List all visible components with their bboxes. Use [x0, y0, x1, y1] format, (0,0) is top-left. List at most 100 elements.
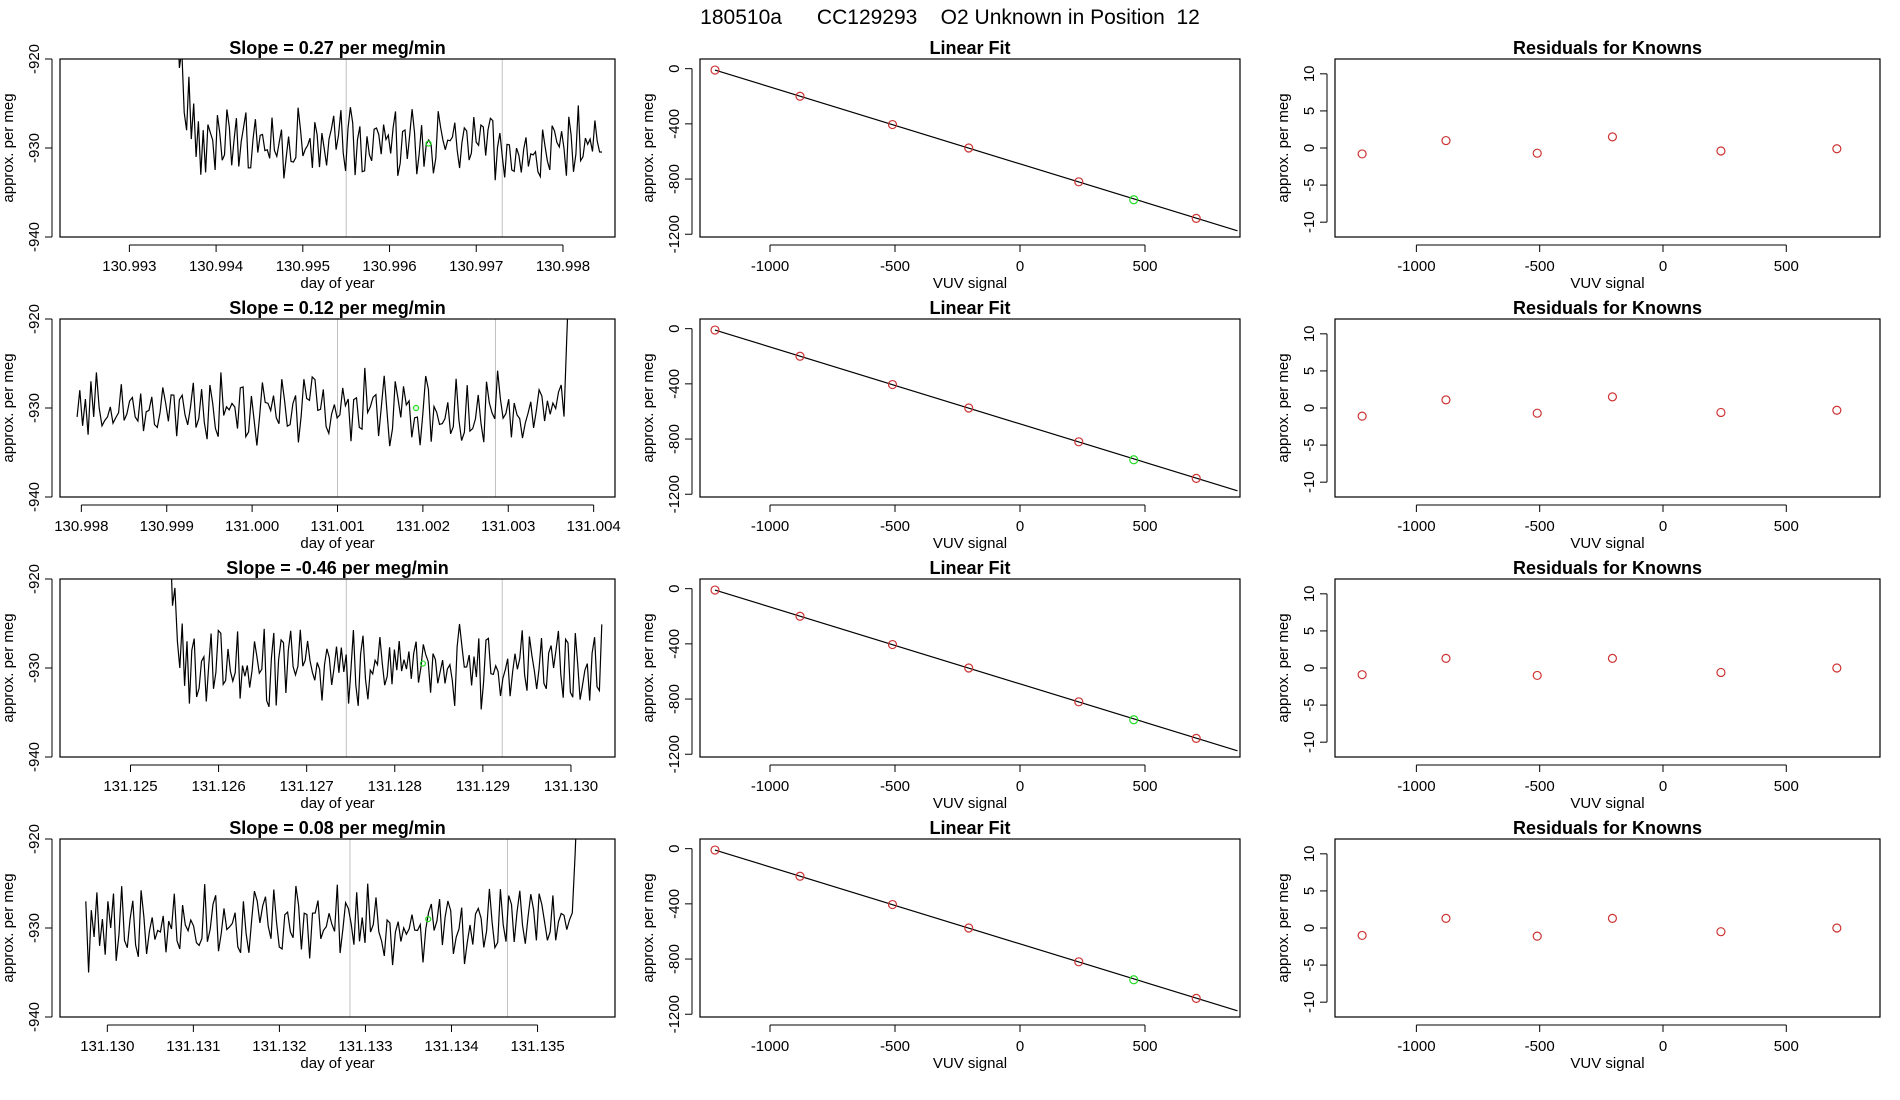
x-axis-label: day of year — [300, 1055, 374, 1072]
known-point — [710, 65, 720, 75]
known-point — [1191, 473, 1201, 483]
plot-area — [710, 325, 1238, 492]
fit-line — [714, 69, 1238, 232]
unknown-point — [419, 660, 427, 667]
residual-point — [1532, 148, 1542, 158]
y-tick-label: -800 — [666, 424, 683, 454]
plot-frame — [59, 58, 616, 238]
y-tick-label: -920 — [26, 44, 43, 74]
y-axis-label: approx. per meg — [1275, 93, 1292, 202]
x-tick-label: -500 — [880, 518, 910, 535]
unknown-point — [425, 140, 432, 147]
x-tick-label: 131.134 — [424, 1038, 478, 1055]
y-tick-label: -10 — [1301, 211, 1318, 233]
known-point — [887, 379, 898, 390]
y-tick-label: -1200 — [666, 215, 683, 253]
chart-panel-2: Linear Fit -1000 -500 0 500 VUV signal -1200 -8… — [640, 38, 1241, 292]
residual-point — [1441, 653, 1451, 663]
known-point — [964, 663, 974, 673]
y-tick-label: -940 — [26, 742, 43, 772]
y-tick-label: -800 — [666, 944, 683, 974]
known-point — [887, 899, 898, 910]
x-tick-label: -500 — [1525, 518, 1555, 535]
y-tick-label: -5 — [1301, 178, 1318, 191]
x-tick-label: -500 — [880, 778, 910, 795]
x-tick-label: 131.002 — [396, 518, 450, 535]
y-axis-label: approx. per meg — [640, 873, 657, 982]
y-tick-label: -1200 — [666, 995, 683, 1033]
x-tick-label: -1000 — [751, 778, 789, 795]
known-point — [887, 119, 898, 130]
x-tick-label: 130.995 — [276, 258, 330, 275]
residual-point — [1357, 930, 1367, 941]
y-tick-label: 10 — [1301, 65, 1318, 82]
known-point — [795, 91, 805, 101]
y-tick-label: 0 — [666, 584, 683, 592]
chart-title: Residuals for Knowns — [1513, 818, 1702, 838]
plot-frame — [1334, 58, 1881, 238]
known-point — [795, 351, 805, 361]
residual-point — [1441, 395, 1451, 405]
known-point — [1191, 993, 1201, 1003]
x-tick-label: -1000 — [751, 518, 789, 535]
x-tick-label: 0 — [1016, 778, 1024, 795]
x-tick-label: -1000 — [1397, 778, 1435, 795]
y-tick-label: -930 — [26, 133, 43, 163]
unknown-point — [1129, 195, 1139, 205]
x-tick-label: 131.128 — [368, 778, 422, 795]
x-axis-label: VUV signal — [933, 275, 1007, 292]
x-tick-label: -500 — [1525, 778, 1555, 795]
chart-title: Linear Fit — [929, 298, 1010, 318]
y-tick-label: 0 — [1301, 404, 1318, 412]
x-tick-label: 131.133 — [338, 1038, 392, 1055]
y-axis-label: approx. per meg — [0, 93, 17, 202]
x-tick-label: 131.129 — [456, 778, 510, 795]
x-tick-label: 131.125 — [103, 778, 157, 795]
chart-panel-12: Residuals for Knowns -1000 -500 0 500 VUV sig… — [1275, 818, 1881, 1072]
chart-panel-4: Slope = 0.12 per meg/min 130.998 130.999 13… — [0, 298, 621, 552]
y-tick-label: -5 — [1301, 438, 1318, 451]
x-tick-label: 130.997 — [449, 258, 503, 275]
unknown-point — [1129, 455, 1139, 465]
x-tick-label: 500 — [1774, 258, 1799, 275]
plot-frame — [1334, 318, 1881, 498]
chart-title: Residuals for Knowns — [1513, 38, 1702, 58]
plot-area — [710, 845, 1238, 1012]
chart-panel-5: Linear Fit -1000 -500 0 500 VUV signal -1200 -8… — [640, 298, 1241, 552]
y-axis-label: approx. per meg — [1275, 873, 1292, 982]
chart-panel-10: Slope = 0.08 per meg/min 131.130 131.131 13… — [0, 818, 616, 1072]
plot-frame — [1334, 838, 1881, 1018]
unknown-point — [425, 915, 432, 923]
residual-point — [1716, 407, 1726, 418]
y-axis-label: approx. per meg — [1275, 613, 1292, 722]
x-tick-label: 131.004 — [567, 518, 621, 535]
y-tick-label: -1200 — [666, 735, 683, 773]
y-tick-label: 0 — [666, 844, 683, 852]
known-point — [1074, 177, 1084, 187]
plot-area — [178, 59, 603, 181]
plot-area — [1357, 392, 1842, 421]
series-trace-line — [85, 839, 577, 973]
x-tick-label: -500 — [1525, 1038, 1555, 1055]
plot-frame — [699, 838, 1241, 1018]
known-point — [1191, 733, 1201, 743]
plot-frame — [699, 58, 1241, 238]
x-tick-label: -500 — [880, 1038, 910, 1055]
y-tick-label: -920 — [26, 564, 43, 594]
residual-point — [1716, 667, 1726, 678]
plot-frame — [59, 838, 616, 1018]
known-point — [1074, 697, 1084, 707]
residual-point — [1716, 927, 1726, 937]
plot-frame — [699, 578, 1241, 758]
residual-point — [1607, 653, 1618, 663]
plot-frame — [1334, 578, 1881, 758]
y-tick-label: -920 — [26, 304, 43, 334]
x-tick-label: 130.998 — [54, 518, 108, 535]
x-tick-label: 131.126 — [191, 778, 245, 795]
x-tick-label: 131.127 — [280, 778, 334, 795]
x-tick-label: 131.130 — [544, 778, 598, 795]
chart-panel-3: Residuals for Knowns -1000 -500 0 500 VUV sig… — [1275, 38, 1881, 292]
y-tick-label: 0 — [1301, 664, 1318, 672]
series-trace-line — [170, 579, 603, 710]
